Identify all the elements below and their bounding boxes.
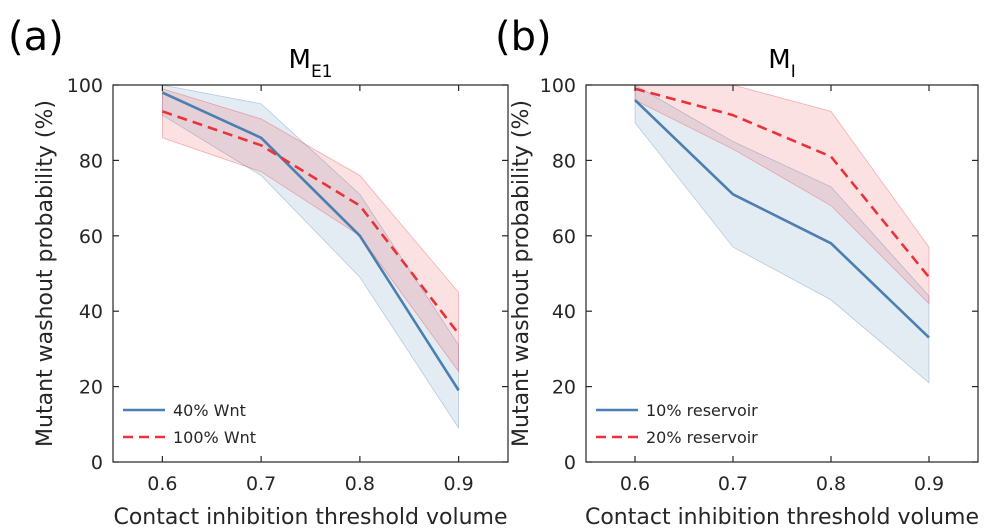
legend-label-2: 100% Wnt [173, 428, 256, 447]
y-tick-label: 100 [67, 75, 103, 97]
chart-title: MI [768, 45, 795, 82]
series-line-2 [634, 87, 931, 279]
x-tick-label: 0.7 [718, 473, 748, 495]
confidence-band-1 [634, 84, 930, 384]
chart-title-subscript: I [791, 62, 796, 82]
y-tick-label: 40 [552, 301, 576, 323]
x-tick-label: 0.8 [345, 473, 375, 495]
legend-label-2: 20% reservoir [646, 428, 758, 447]
y-tick-label: 60 [552, 226, 576, 248]
legend-label-1: 10% reservoir [646, 401, 758, 420]
x-tick-label: 0.8 [816, 473, 846, 495]
x-axis-label: Contact inhibition threshold volume [585, 505, 979, 530]
series-line-1 [161, 91, 460, 392]
series-line-1 [634, 99, 930, 339]
x-tick-label: 0.9 [444, 473, 474, 495]
y-tick-label: 20 [79, 377, 103, 399]
axes-box [112, 84, 509, 463]
y-tick-label: 60 [79, 226, 103, 248]
x-tick-label: 0.7 [246, 473, 276, 495]
confidence-band-2 [634, 84, 930, 305]
panel-label: (a) [8, 14, 64, 60]
y-tick-label: 100 [540, 75, 576, 97]
x-tick-label: 0.6 [620, 473, 650, 495]
x-axis-label: Contact inhibition threshold volume [113, 505, 507, 530]
confidence-band-2 [161, 88, 460, 373]
axes-box [585, 84, 979, 463]
y-axis-label: Mutant washout probability (%) [509, 100, 534, 447]
series-line-2 [161, 110, 460, 335]
chart-title: ME1 [289, 45, 333, 82]
y-tick-label: 40 [79, 301, 103, 323]
y-tick-label: 0 [91, 452, 103, 474]
y-tick-label: 80 [79, 150, 103, 172]
y-tick-label: 80 [552, 150, 576, 172]
y-axis-label: Mutant washout probability (%) [33, 100, 58, 447]
x-tick-label: 0.6 [147, 473, 177, 495]
confidence-band-1 [161, 84, 460, 430]
y-tick-label: 20 [552, 377, 576, 399]
y-tick-label: 0 [564, 452, 576, 474]
chart-panel-1: (a) ME1 0 20 40 60 80 100 0.6 0.7 0.8 0.9 Contact in… [8, 14, 509, 530]
panel-label: (b) [495, 14, 552, 60]
x-tick-label: 0.9 [914, 473, 944, 495]
legend-label-1: 40% Wnt [173, 401, 246, 420]
chart-panel-2: (b) MI 0 20 40 60 80 100 0.6 0.7 0.8 0.9 Contact inh… [495, 14, 979, 530]
chart-title-subscript: E1 [311, 62, 333, 82]
